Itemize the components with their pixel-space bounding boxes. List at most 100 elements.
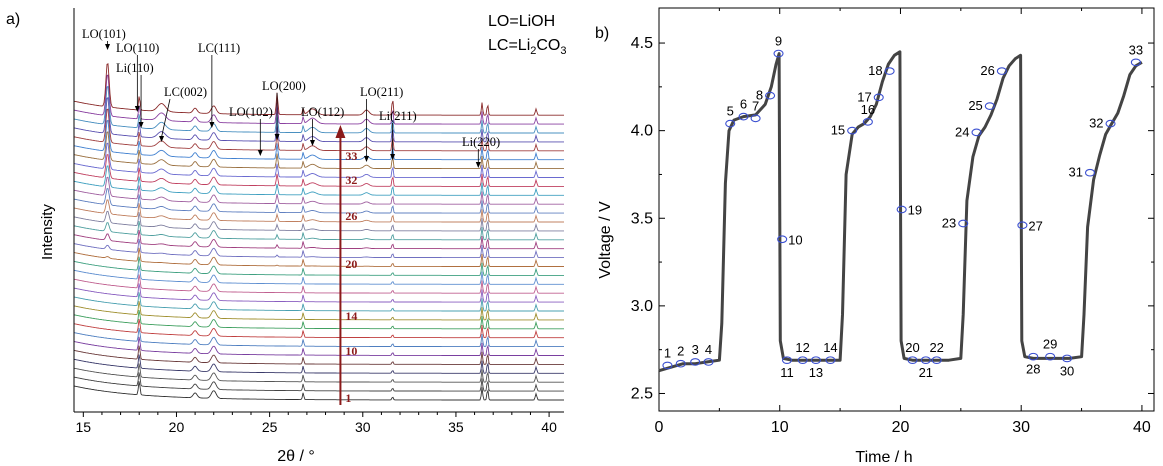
voltage-marker-label: 6 xyxy=(740,97,747,112)
xrd-pattern-33 xyxy=(73,63,564,116)
voltage-marker xyxy=(690,358,701,366)
xrd-pattern-16 xyxy=(73,247,564,267)
panel-a-label: a) xyxy=(6,11,20,28)
cycle-label: 10 xyxy=(345,344,357,358)
voltage-curve xyxy=(658,50,1143,373)
xrd-pattern-11 xyxy=(73,292,564,312)
peak-label: Li(110) xyxy=(116,61,154,75)
xrd-pattern-10 xyxy=(73,301,564,321)
voltage-marker xyxy=(810,356,822,365)
voltage-marker xyxy=(777,235,788,244)
voltage-marker xyxy=(1062,354,1073,363)
cycle-arrow-head xyxy=(335,125,346,138)
voltage-marker xyxy=(847,126,858,135)
voltage-marker-label: 24 xyxy=(955,124,969,139)
cycle-label: 1 xyxy=(345,391,351,405)
peak-label: LO(110) xyxy=(116,41,159,55)
panel-b-x-tick-label: 40 xyxy=(1133,419,1151,436)
voltage-marker xyxy=(1017,221,1028,230)
xrd-pattern-30 xyxy=(73,97,564,143)
panel-b-x-tick-label: 0 xyxy=(655,419,664,436)
voltage-marker-label: 31 xyxy=(1069,165,1083,180)
panel-b: b) 0 10 20 30 402.53.03.54.04.5 1 2 3 45 6 789101… xyxy=(595,7,1155,466)
panel-b-y-axis-label: Voltage / V xyxy=(597,201,614,279)
peak-pointer-head xyxy=(257,150,263,156)
cycle-label: 32 xyxy=(345,173,357,187)
xrd-pattern-22 xyxy=(73,188,564,214)
voltage-marker xyxy=(884,67,895,75)
voltage-marker-label: 10 xyxy=(788,232,802,247)
xrd-pattern-17 xyxy=(73,238,564,259)
peak-label: LO(112) xyxy=(301,105,344,119)
voltage-marker-label: 19 xyxy=(908,203,922,218)
xrd-pattern-12 xyxy=(73,283,564,303)
xrd-pattern-23 xyxy=(73,176,564,205)
voltage-marker xyxy=(781,356,793,365)
panel-b-frame xyxy=(658,7,1155,412)
xrd-pattern-14 xyxy=(73,265,564,285)
voltage-marker-label: 25 xyxy=(968,98,982,113)
peak-label: LC(111) xyxy=(198,41,240,55)
peak-pointer-head xyxy=(159,136,165,142)
voltage-marker-label: 14 xyxy=(823,340,837,355)
panel-a-x-tick-label: 35 xyxy=(448,419,464,435)
voltage-marker xyxy=(1130,58,1141,67)
xrd-pattern-2 xyxy=(73,372,564,392)
voltage-marker xyxy=(862,118,873,126)
xrd-pattern-4 xyxy=(73,354,564,374)
panel-a-x-tick-label: 15 xyxy=(76,419,92,435)
xrd-pattern-1 xyxy=(73,381,564,401)
peak-pointer-head xyxy=(209,122,215,128)
panel-b-y-tick-label: 4.0 xyxy=(631,123,653,140)
xrd-pattern-18 xyxy=(73,229,564,250)
voltage-marker-label: 28 xyxy=(1026,362,1040,377)
legend-line-lc: LC=Li2CO3 xyxy=(488,37,567,57)
voltage-marker-label: 12 xyxy=(795,340,809,355)
voltage-marker-label: 8 xyxy=(756,88,763,103)
xrd-pattern-24 xyxy=(73,165,564,196)
cycle-label: 14 xyxy=(345,309,357,323)
voltage-marker-label: 27 xyxy=(1028,218,1042,233)
peak-label: Li(211) xyxy=(379,109,417,123)
peak-label: LO(102) xyxy=(229,105,273,119)
voltage-marker-label: 26 xyxy=(980,63,994,78)
voltage-markers: 1 2 3 45 6 7891011121314151617181920212223242… xyxy=(662,34,1143,380)
voltage-marker-label: 13 xyxy=(809,365,823,380)
xrd-pattern-20 xyxy=(73,210,564,232)
xrd-pattern-31 xyxy=(73,85,564,134)
voltage-marker-label: 33 xyxy=(1129,42,1143,57)
panel-a-x-tick-label: 20 xyxy=(169,419,185,435)
voltage-marker-label: 5 xyxy=(727,104,734,119)
voltage-marker-label: 16 xyxy=(861,102,875,117)
voltage-marker-label: 7 xyxy=(752,98,759,113)
xrd-pattern-3 xyxy=(73,363,564,383)
panel-a-x-tick-label: 40 xyxy=(541,419,557,435)
voltage-marker-label: 15 xyxy=(831,123,845,138)
voltage-marker xyxy=(765,91,776,100)
voltage-marker-label: 23 xyxy=(942,216,956,231)
voltage-marker xyxy=(675,359,686,368)
voltage-marker xyxy=(996,67,1007,75)
peak-annotations: LO(101)LO(110) Li(110) LC(002) LC(111) LO(10… xyxy=(82,27,500,168)
voltage-marker-label: 1 xyxy=(664,345,671,360)
voltage-marker-label: 29 xyxy=(1043,337,1057,352)
legend-line-lo: LO=LiOH xyxy=(488,13,555,30)
voltage-marker xyxy=(797,356,808,365)
voltage-marker xyxy=(738,112,749,121)
voltage-marker xyxy=(971,128,982,137)
panel-b-y-tick-label: 2.5 xyxy=(631,385,653,402)
xrd-pattern-7 xyxy=(73,327,564,348)
peak-label: LO(200) xyxy=(262,79,306,93)
panel-a-axes: 15 20 25 30 35 40 xyxy=(73,8,564,435)
xrd-pattern-21 xyxy=(73,199,564,223)
xrd-pattern-9 xyxy=(73,310,564,330)
voltage-marker xyxy=(662,361,673,370)
voltage-marker-label: 3 xyxy=(692,342,699,357)
cycle-label: 33 xyxy=(345,149,357,163)
peak-pointer-head xyxy=(309,140,315,146)
xrd-pattern-15 xyxy=(73,256,564,276)
xrd-pattern-13 xyxy=(73,274,564,294)
panel-a-x-axis-label: 2θ / ° xyxy=(277,448,315,465)
